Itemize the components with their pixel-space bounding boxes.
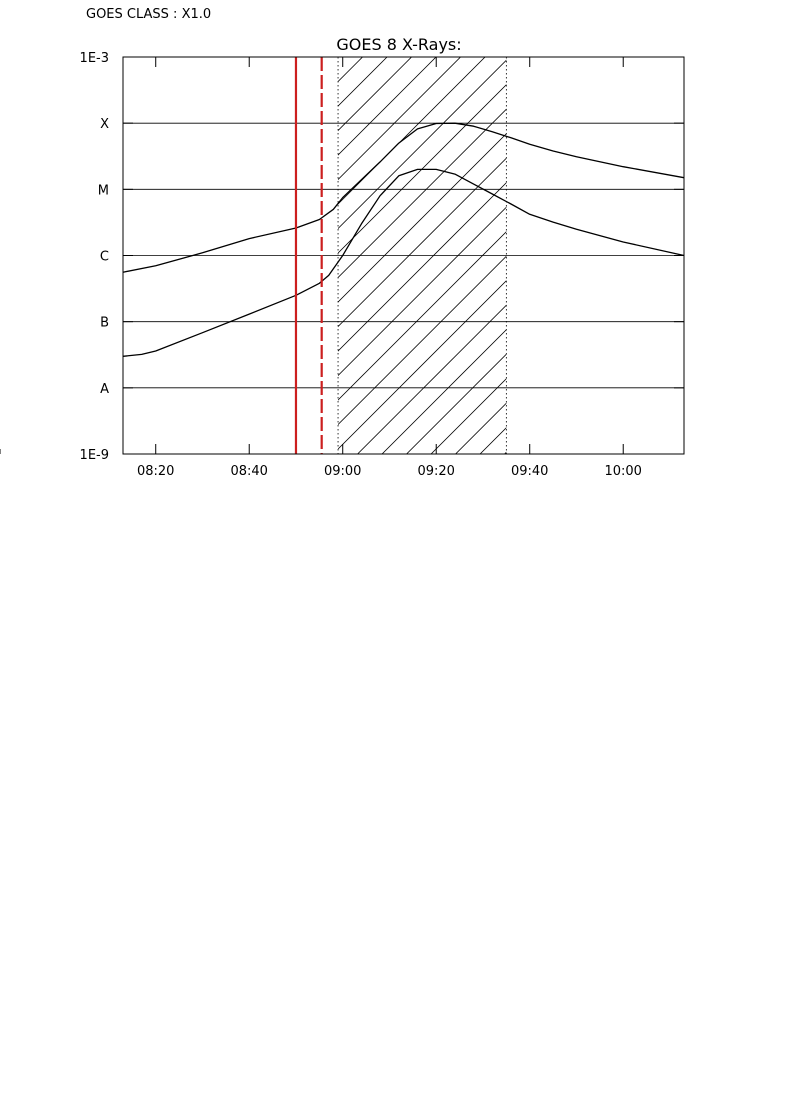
y-tick-label: 1E-9 [80,448,109,463]
y-tick-label: 1E-3 [80,51,109,66]
hatch-line [430,378,507,454]
hatch-line [338,57,486,205]
hatch-line [357,304,507,454]
x-tick-label: 10:00 [604,464,641,479]
series-line-1 [122,122,685,273]
chart-title: GOES 8 X-Rays: [336,35,461,54]
axis-ticks: 1E-3 X M C B A 1E-9 08:20 08:40 09:00 09:20 09:40 10… [0,51,684,479]
x-tick-label: 09:40 [511,464,548,479]
hatch-line [338,84,507,254]
hatch-line [338,133,507,303]
hatch-line [381,329,507,454]
hatch-line [338,231,507,401]
y-tick-label: X [100,117,109,132]
x-tick-label: 08:20 [137,464,174,479]
y-tick-label: C [100,250,109,265]
y-tick-label: M [98,183,109,198]
goes-class-label: GOES CLASS : X1.0 [86,7,211,22]
grid-lines [123,122,684,389]
hatch-line [338,206,507,377]
hatch-line [406,353,507,454]
x-tick-label: 09:20 [417,464,454,479]
x-tick-label: 09:00 [324,464,361,479]
hatch-line [338,57,412,132]
hatch-line [338,182,507,352]
hatch-line [338,255,507,426]
y-tick-label: A [100,382,109,397]
series-line-2 [122,168,685,357]
hatch-line [338,157,507,328]
series-group [122,122,685,357]
time-markers [294,57,323,454]
hatch-line [338,108,507,279]
hatch-line [338,280,507,450]
y-tick-label: B [100,316,109,331]
hatch-line [338,57,461,181]
hatch-line [338,57,437,156]
x-tick-label: 08:40 [230,464,267,479]
